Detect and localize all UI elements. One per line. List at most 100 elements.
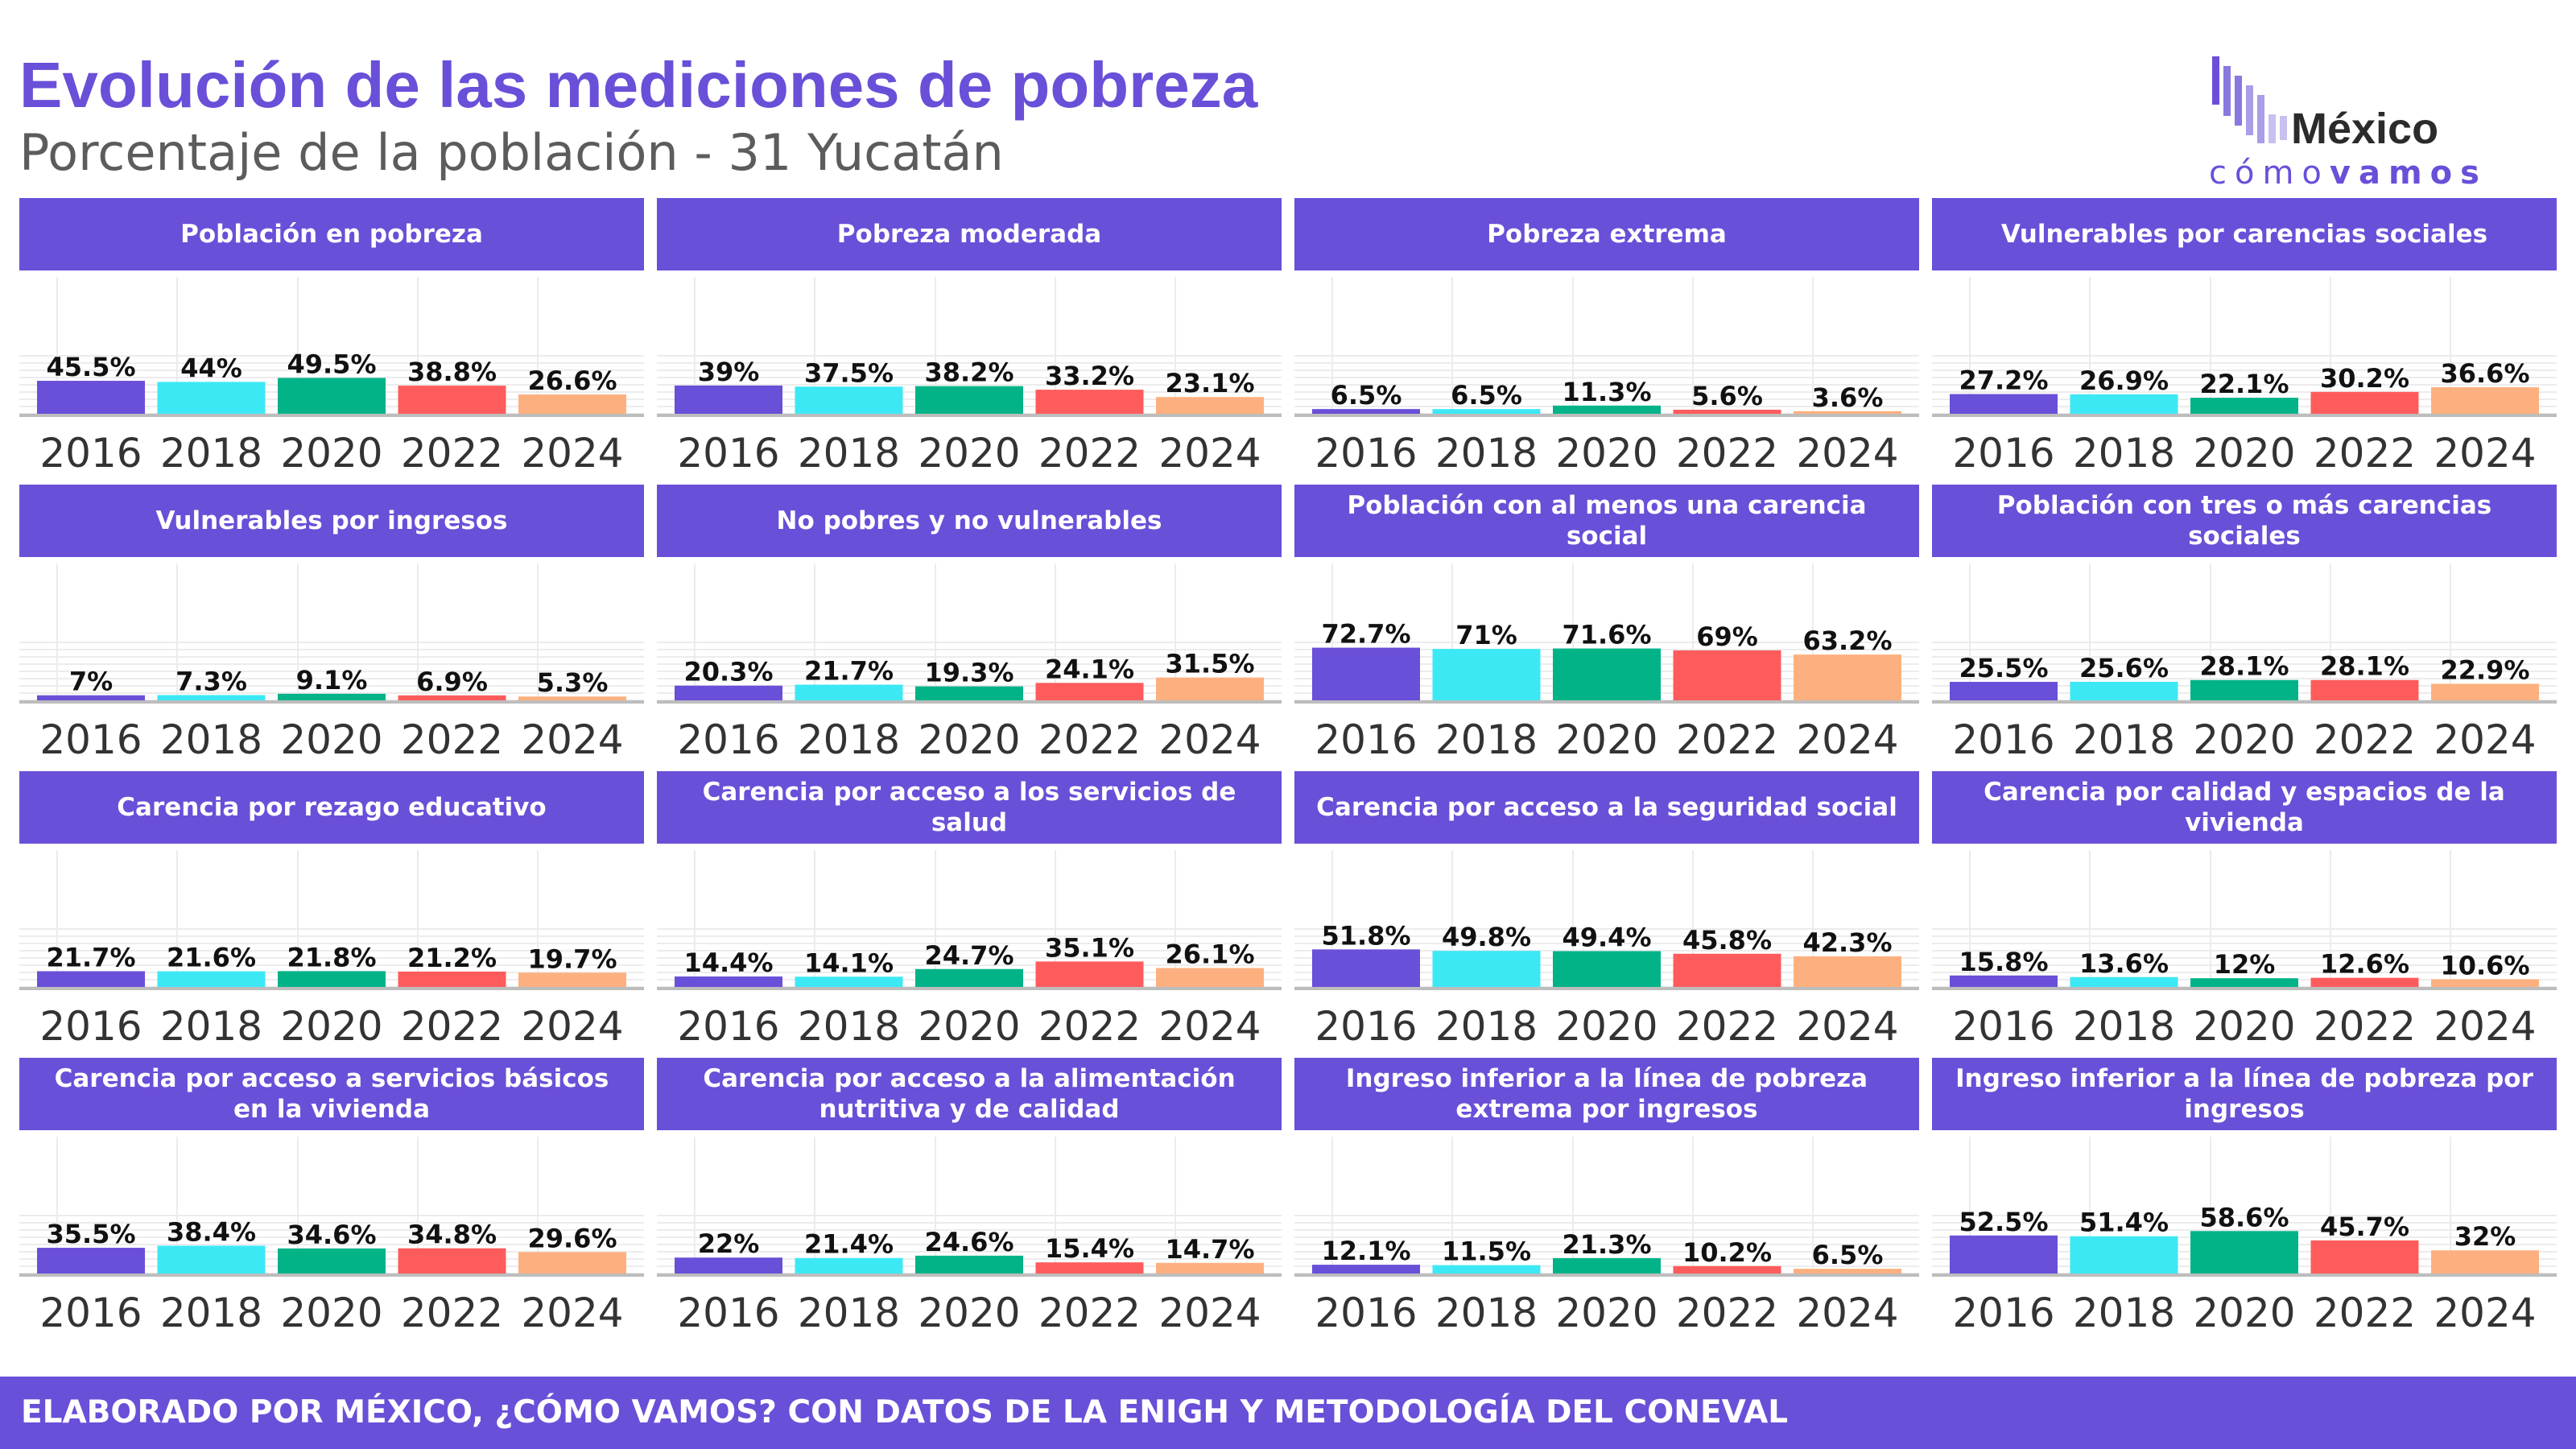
x-tick-label: 2024 [521, 1290, 623, 1336]
data-label: 19.3% [924, 658, 1013, 688]
logo-top-text: México [2291, 105, 2438, 153]
chart-title: Ingreso inferior a la línea de pobreza p… [1932, 1058, 2557, 1130]
bar [1432, 649, 1541, 700]
bar [1156, 1262, 1264, 1274]
bar [1432, 1265, 1541, 1274]
bar-chart: 12.1% 2016 11.5% 2018 21.3% 2020 10.2% 2022 6.5%… [1294, 1137, 1919, 1336]
data-label: 28.1% [2199, 651, 2289, 682]
data-label: 23.1% [1165, 368, 1254, 398]
bar [398, 971, 506, 987]
bar [1432, 409, 1541, 414]
data-label: 11.5% [1442, 1236, 1531, 1267]
chart-title: Carencia por calidad y espacios de la vi… [1932, 771, 2557, 844]
x-tick-label: 2022 [401, 1290, 503, 1336]
x-tick-label: 2016 [677, 1290, 779, 1336]
bar [915, 1255, 1023, 1274]
chart-title: Población con al menos una carencia soci… [1294, 485, 1919, 557]
bar [2310, 391, 2419, 414]
bar [795, 976, 903, 987]
bar [1794, 411, 1901, 414]
bar [398, 1248, 506, 1274]
bar-chart: 7% 2016 7.3% 2018 9.1% 2020 6.9% 2022 5.3% 2024 [19, 564, 644, 763]
mexico-como-vamos-logo: México cómovamos [2209, 56, 2487, 192]
x-tick-label: 2022 [2314, 1003, 2416, 1050]
chart-panel: Carencia por acceso a los servicios de s… [657, 771, 1282, 1051]
x-tick-label: 2024 [1796, 1290, 1898, 1336]
data-label: 32% [2454, 1221, 2516, 1252]
bar [675, 385, 782, 414]
data-label: 22% [698, 1228, 760, 1259]
x-tick-label: 2020 [2193, 1290, 2295, 1336]
bar-chart: 25.5% 2016 25.6% 2018 28.1% 2020 28.1% 2022 22.9… [1932, 564, 2557, 763]
data-label: 58.6% [2199, 1202, 2289, 1232]
data-label: 6.5% [1331, 380, 1402, 411]
data-label: 36.6% [2440, 358, 2529, 389]
bar [1312, 409, 1420, 414]
data-label: 24.7% [924, 940, 1013, 971]
x-tick-label: 2024 [2434, 1003, 2536, 1050]
data-label: 49.4% [1562, 923, 1651, 953]
data-label: 34.8% [407, 1220, 497, 1250]
bar [278, 971, 386, 987]
x-tick-label: 2016 [1315, 716, 1417, 763]
logo-bar [2235, 76, 2242, 126]
data-label: 25.6% [2079, 653, 2169, 683]
x-tick-label: 2024 [521, 716, 623, 763]
chart-panel: Carencia por acceso a la seguridad socia… [1294, 771, 1919, 1051]
x-tick-label: 2022 [1038, 1290, 1141, 1336]
bar [675, 976, 782, 987]
x-tick-label: 2020 [280, 1003, 382, 1050]
data-label: 44% [180, 353, 242, 383]
data-label: 9.1% [296, 665, 368, 696]
x-tick-label: 2018 [160, 716, 262, 763]
x-tick-label: 2018 [798, 716, 900, 763]
data-label: 28.1% [2320, 651, 2409, 682]
x-tick-label: 2020 [1555, 430, 1657, 477]
x-tick-label: 2016 [39, 1003, 142, 1050]
chart-title: Carencia por acceso a la alimentación nu… [657, 1058, 1282, 1130]
x-tick-label: 2018 [2073, 1003, 2175, 1050]
chart-title: Población con tres o más carencias socia… [1932, 485, 2557, 557]
logo-bar [2246, 85, 2253, 135]
data-label: 21.2% [407, 943, 497, 973]
x-tick-label: 2024 [2434, 716, 2536, 763]
x-tick-label: 2016 [1315, 430, 1417, 477]
bar [675, 685, 782, 700]
data-label: 69% [1696, 621, 1758, 652]
data-label: 72.7% [1321, 619, 1410, 650]
bar [1035, 961, 1144, 987]
x-tick-label: 2018 [1435, 430, 1538, 477]
bar [1156, 677, 1264, 700]
bar [1673, 1265, 1781, 1274]
x-tick-label: 2020 [918, 716, 1020, 763]
data-label: 71.6% [1562, 620, 1651, 650]
x-tick-label: 2024 [2434, 1290, 2536, 1336]
x-tick-label: 2016 [677, 716, 779, 763]
data-label: 35.5% [46, 1219, 135, 1249]
data-label: 45.8% [1682, 925, 1772, 956]
data-label: 12.6% [2320, 949, 2409, 980]
bar-chart: 27.2% 2016 26.9% 2018 22.1% 2020 30.2% 2022 36.6… [1932, 277, 2557, 477]
bar [1950, 975, 2058, 987]
bar [278, 693, 386, 700]
bar [2070, 394, 2178, 414]
bar [398, 386, 506, 414]
bar-chart: 14.4% 2016 14.1% 2018 24.7% 2020 35.1% 2022 26.1… [657, 850, 1282, 1050]
bar [518, 696, 626, 700]
data-label: 5.3% [537, 667, 609, 698]
chart-panel: Vulnerables por ingresos 7% 2016 7.3% 2018 9.… [19, 485, 644, 765]
x-tick-label: 2018 [2073, 430, 2175, 477]
logo-bottom-bold: vamos [2330, 155, 2487, 192]
bar-chart: 39% 2016 37.5% 2018 38.2% 2020 33.2% 2022 23.1% 2… [657, 277, 1282, 477]
source-footer: ELABORADO POR MÉXICO, ¿CÓMO VAMOS? CON D… [0, 1377, 2576, 1449]
data-label: 6.9% [416, 667, 488, 697]
chart-panel: Pobreza extrema 6.5% 2016 6.5% 2018 11.3% 2020… [1294, 198, 1919, 478]
bar [1553, 405, 1661, 414]
chart-panel: Carencia por calidad y espacios de la vi… [1932, 771, 2557, 1051]
logo-bottom-text: cómovamos [2209, 155, 2487, 192]
bar [2190, 1231, 2298, 1274]
bar [1035, 683, 1144, 700]
x-tick-label: 2020 [2193, 430, 2295, 477]
x-tick-label: 2022 [1676, 430, 1778, 477]
x-tick-label: 2020 [918, 1290, 1020, 1336]
